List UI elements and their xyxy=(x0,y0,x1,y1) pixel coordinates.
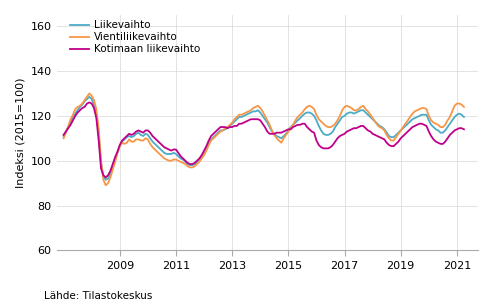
Liikevaihto xyxy=(302,112,308,116)
Kotimaan liikevaihto xyxy=(461,127,467,131)
Legend: Liikevaihto, Vientiliikevaihto, Kotimaan liikevaihto: Liikevaihto, Vientiliikevaihto, Kotimaan… xyxy=(70,20,200,54)
Vientiliikevaihto xyxy=(461,105,467,109)
Vientiliikevaihto xyxy=(93,107,99,111)
Kotimaan liikevaihto xyxy=(302,122,308,126)
Liikevaihto xyxy=(279,136,284,140)
Line: Kotimaan liikevaihto: Kotimaan liikevaihto xyxy=(64,102,464,178)
Vientiliikevaihto xyxy=(302,107,308,111)
Line: Liikevaihto: Liikevaihto xyxy=(64,97,464,180)
Kotimaan liikevaihto xyxy=(182,159,188,163)
Line: Vientiliikevaihto: Vientiliikevaihto xyxy=(64,93,464,185)
Vientiliikevaihto xyxy=(246,109,251,113)
Kotimaan liikevaihto xyxy=(103,176,108,179)
Kotimaan liikevaihto xyxy=(279,131,284,134)
Vientiliikevaihto xyxy=(194,162,200,166)
Vientiliikevaihto xyxy=(182,162,188,166)
Kotimaan liikevaihto xyxy=(194,159,200,163)
Liikevaihto xyxy=(93,112,99,116)
Liikevaihto xyxy=(246,112,251,116)
Liikevaihto xyxy=(103,178,108,181)
Liikevaihto xyxy=(86,95,92,98)
Text: Lähde: Tilastokeskus: Lähde: Tilastokeskus xyxy=(44,291,153,301)
Y-axis label: Indeksi (2015=100): Indeksi (2015=100) xyxy=(15,78,25,188)
Liikevaihto xyxy=(461,115,467,119)
Vientiliikevaihto xyxy=(103,184,108,187)
Liikevaihto xyxy=(61,134,67,138)
Kotimaan liikevaihto xyxy=(61,133,67,137)
Liikevaihto xyxy=(194,160,200,164)
Kotimaan liikevaihto xyxy=(86,101,92,104)
Liikevaihto xyxy=(182,160,188,164)
Kotimaan liikevaihto xyxy=(93,116,99,120)
Vientiliikevaihto xyxy=(86,92,92,95)
Vientiliikevaihto xyxy=(61,136,67,140)
Vientiliikevaihto xyxy=(279,141,284,145)
Kotimaan liikevaihto xyxy=(246,119,251,122)
